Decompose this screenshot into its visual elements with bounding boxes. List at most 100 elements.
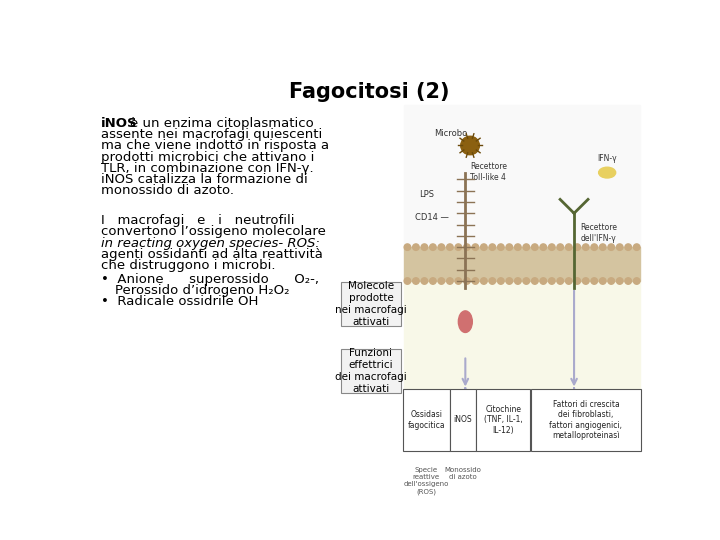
Bar — [404, 281, 640, 444]
Circle shape — [480, 278, 487, 284]
Circle shape — [625, 278, 631, 284]
Circle shape — [438, 278, 445, 284]
Circle shape — [421, 244, 428, 251]
Circle shape — [600, 278, 606, 284]
Circle shape — [523, 278, 530, 284]
Bar — [404, 105, 640, 247]
Circle shape — [582, 244, 589, 251]
Circle shape — [464, 244, 470, 251]
Circle shape — [616, 278, 623, 284]
Text: Recettore
dell'IFN-γ: Recettore dell'IFN-γ — [580, 224, 617, 243]
Circle shape — [455, 244, 462, 251]
Text: LPS: LPS — [419, 190, 434, 199]
Circle shape — [582, 278, 589, 284]
Circle shape — [461, 136, 480, 155]
Text: TLR, in combinazione con IFN-γ.: TLR, in combinazione con IFN-γ. — [101, 162, 313, 175]
Circle shape — [565, 244, 572, 251]
Text: monossido di azoto.: monossido di azoto. — [101, 184, 234, 197]
Circle shape — [557, 278, 564, 284]
Text: Monossido
di azoto: Monossido di azoto — [444, 467, 482, 481]
Circle shape — [600, 244, 606, 251]
Text: è un enzima citoplasmatico: è un enzima citoplasmatico — [130, 117, 314, 130]
Circle shape — [540, 244, 546, 251]
Text: agenti ossidanti ad alta reattività: agenti ossidanti ad alta reattività — [101, 248, 323, 261]
Circle shape — [616, 244, 623, 251]
Circle shape — [446, 244, 453, 251]
Circle shape — [480, 244, 487, 251]
Circle shape — [574, 244, 580, 251]
Circle shape — [404, 244, 410, 251]
FancyBboxPatch shape — [403, 389, 449, 451]
Circle shape — [557, 244, 564, 251]
Circle shape — [565, 278, 572, 284]
Text: iNOS: iNOS — [101, 117, 138, 130]
Circle shape — [498, 278, 504, 284]
Circle shape — [540, 278, 546, 284]
FancyBboxPatch shape — [448, 538, 492, 540]
Circle shape — [464, 278, 470, 284]
Circle shape — [634, 278, 640, 284]
Circle shape — [489, 244, 495, 251]
Circle shape — [455, 278, 462, 284]
Text: Recettore
Toll-like 4: Recettore Toll-like 4 — [470, 163, 507, 182]
Circle shape — [472, 244, 479, 251]
Text: iNOS: iNOS — [454, 415, 472, 424]
Circle shape — [634, 244, 640, 251]
Text: •  Radicale ossidrile OH: • Radicale ossidrile OH — [101, 295, 258, 308]
Circle shape — [591, 278, 598, 284]
Circle shape — [438, 244, 445, 251]
Circle shape — [608, 278, 614, 284]
FancyBboxPatch shape — [554, 538, 613, 540]
Text: Molecole
prodotte
nei macrofagi
attivati: Molecole prodotte nei macrofagi attivati — [335, 281, 407, 327]
Text: Fattori di crescita
dei fibroblasti,
fattori angiogenici,
metalloproteinasì: Fattori di crescita dei fibroblasti, fat… — [549, 400, 622, 440]
Text: assente nei macrofagi quiescenti: assente nei macrofagi quiescenti — [101, 129, 322, 141]
Text: iNOS catalizza la formazione di: iNOS catalizza la formazione di — [101, 173, 307, 186]
FancyBboxPatch shape — [341, 282, 401, 326]
FancyBboxPatch shape — [451, 389, 476, 451]
FancyBboxPatch shape — [531, 389, 641, 451]
Circle shape — [506, 278, 513, 284]
Circle shape — [413, 278, 419, 284]
Bar — [404, 247, 640, 281]
Circle shape — [430, 278, 436, 284]
Circle shape — [489, 278, 495, 284]
Text: IFN-γ: IFN-γ — [598, 154, 617, 164]
Text: che distruggono i microbi.: che distruggono i microbi. — [101, 259, 275, 272]
Circle shape — [515, 244, 521, 251]
Circle shape — [446, 278, 453, 284]
Ellipse shape — [598, 167, 616, 178]
Circle shape — [608, 244, 614, 251]
Circle shape — [574, 278, 580, 284]
Circle shape — [430, 244, 436, 251]
Circle shape — [413, 244, 419, 251]
Text: Citochine
(TNF, IL-1,
IL-12): Citochine (TNF, IL-1, IL-12) — [484, 405, 523, 435]
Circle shape — [531, 244, 538, 251]
Circle shape — [506, 244, 513, 251]
Circle shape — [625, 244, 631, 251]
Circle shape — [472, 278, 479, 284]
FancyBboxPatch shape — [341, 349, 401, 393]
Circle shape — [498, 244, 504, 251]
Text: CD14 —: CD14 — — [415, 213, 449, 222]
Ellipse shape — [459, 311, 472, 333]
Circle shape — [515, 278, 521, 284]
Text: Funzioni
effettrici
dei macrofagi
attivati: Funzioni effettrici dei macrofagi attiva… — [335, 348, 407, 394]
Text: ma che viene indotto in risposta a: ma che viene indotto in risposta a — [101, 139, 329, 152]
Text: •  Anione      superossido      O₂-,: • Anione superossido O₂-, — [101, 273, 319, 286]
Circle shape — [404, 278, 410, 284]
Circle shape — [549, 244, 555, 251]
Circle shape — [531, 278, 538, 284]
Text: Microbo: Microbo — [434, 129, 467, 138]
Circle shape — [421, 278, 428, 284]
Text: in reacting oxygen species- ROS:: in reacting oxygen species- ROS: — [101, 237, 320, 249]
Text: Perossido d’idrogeno H₂O₂: Perossido d’idrogeno H₂O₂ — [114, 284, 289, 297]
Text: convertono l’ossigeno molecolare: convertono l’ossigeno molecolare — [101, 225, 325, 238]
Circle shape — [549, 278, 555, 284]
Text: I   macrofagi   e   i   neutrofili: I macrofagi e i neutrofili — [101, 214, 294, 227]
FancyBboxPatch shape — [493, 538, 554, 540]
Circle shape — [523, 244, 530, 251]
Text: Fagocitosi (2): Fagocitosi (2) — [289, 82, 449, 102]
Text: Ossidasi
fagocitica: Ossidasi fagocitica — [408, 410, 445, 430]
Text: Specie
reattive
dell'ossigeno
(ROS): Specie reattive dell'ossigeno (ROS) — [404, 467, 449, 495]
Text: prodotti microbici che attivano i: prodotti microbici che attivano i — [101, 151, 314, 164]
